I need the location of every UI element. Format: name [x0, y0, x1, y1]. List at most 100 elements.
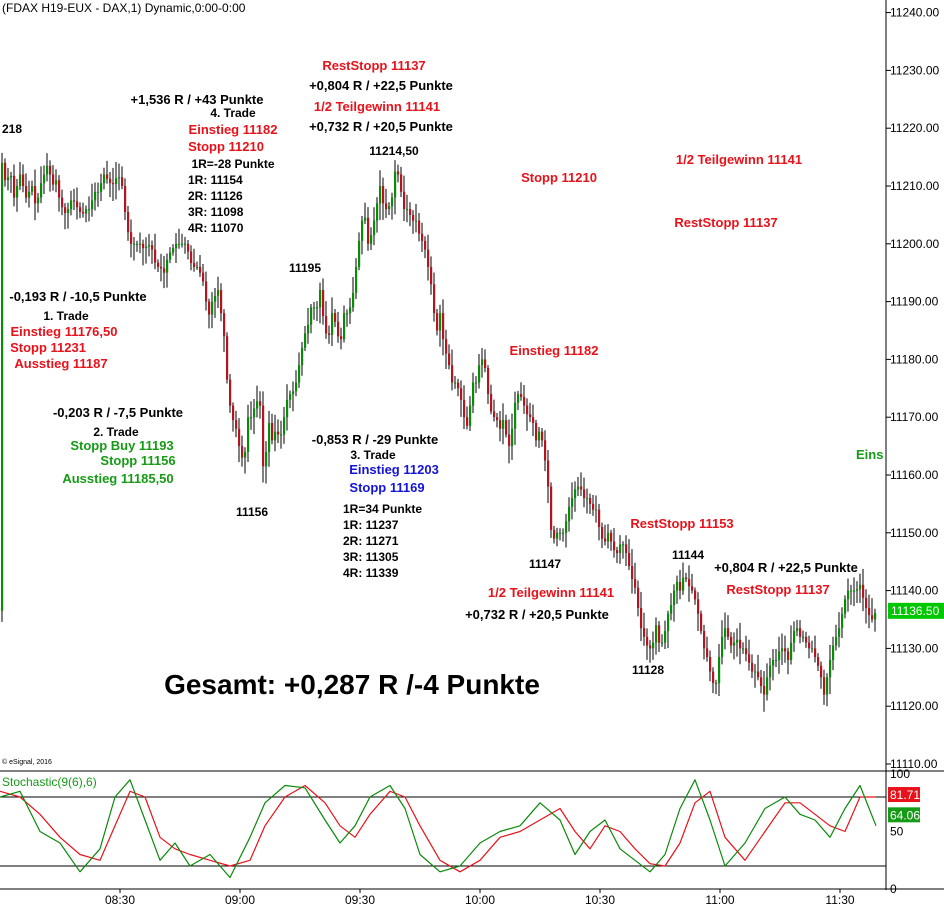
- chart-annotation: 11214,50: [369, 144, 419, 158]
- candle-body: [268, 422, 271, 452]
- candle-body: [544, 440, 547, 461]
- candle-body: [328, 333, 331, 335]
- chart-annotation: RestStopp 11137: [322, 58, 425, 73]
- candle-body: [664, 631, 667, 643]
- candle-body: [28, 191, 31, 198]
- candle-body: [700, 613, 703, 632]
- chart-annotation: 2. Trade: [93, 425, 139, 439]
- candle-body: [109, 178, 112, 184]
- candle-body: [121, 177, 124, 186]
- price-tick-label: 11240.00: [890, 6, 939, 20]
- chart-annotation: 3R: 11305: [343, 550, 399, 564]
- candle-body: [874, 612, 877, 620]
- candle-body: [454, 382, 457, 384]
- candle-body: [814, 648, 817, 658]
- candle-body: [616, 550, 619, 554]
- candle-body: [343, 313, 346, 340]
- candle-body: [529, 414, 532, 418]
- candle-body: [370, 235, 373, 244]
- candle-body: [394, 171, 397, 198]
- candle-body: [847, 590, 850, 600]
- candle-body: [841, 613, 844, 629]
- candle-body: [253, 408, 256, 418]
- candle-body: [298, 365, 301, 383]
- chart-annotation: 11147: [529, 557, 561, 571]
- candle-body: [595, 509, 598, 511]
- candle-body: [235, 420, 238, 429]
- candle-body: [613, 541, 616, 551]
- candle-body: [682, 577, 685, 591]
- candle-body: [184, 243, 187, 245]
- candle-body: [733, 642, 736, 646]
- candle-body: [448, 353, 451, 366]
- candle-body: [628, 553, 631, 567]
- candle-body: [805, 636, 808, 643]
- chart-annotation: 4. Trade: [210, 106, 256, 120]
- candle-body: [631, 566, 634, 580]
- candle-body: [802, 636, 805, 638]
- candle-body: [442, 313, 445, 340]
- chart-annotation: +0,732 R / +20,5 Punkte: [309, 119, 453, 134]
- chart-annotation: 1R: 11154: [188, 173, 243, 187]
- chart-annotation: 2R: 11271: [343, 534, 399, 548]
- chart-annotation: Einstieg 11182: [189, 122, 278, 137]
- candle-body: [604, 538, 607, 542]
- candle-body: [772, 659, 775, 666]
- candle-body: [61, 197, 64, 208]
- candle-body: [634, 579, 637, 588]
- candle-body: [295, 382, 298, 392]
- candle-body: [202, 272, 205, 282]
- candle-body: [541, 431, 544, 441]
- chart-annotation: +0,732 R / +20,5 Punkte: [465, 607, 609, 622]
- candle-body: [574, 489, 577, 499]
- stoch-tick-label: 50: [890, 825, 904, 839]
- chart-annotation: 2R: 11126: [188, 189, 243, 203]
- candle-body: [679, 581, 682, 591]
- candle-body: [367, 217, 370, 244]
- candle-body: [712, 671, 715, 684]
- candle-body: [223, 313, 226, 337]
- candle-body: [451, 365, 454, 383]
- chart-annotation: Stopp 11231: [10, 340, 86, 355]
- candle-body: [676, 581, 679, 591]
- candle-body: [757, 671, 760, 678]
- candle-body: [826, 677, 829, 695]
- candle-body: [688, 579, 691, 587]
- candle-body: [727, 628, 730, 637]
- candle-body: [409, 209, 412, 215]
- candle-body: [322, 290, 325, 317]
- chart-annotation: -0,853 R / -29 Punkte: [312, 432, 438, 447]
- candle-body: [577, 486, 580, 490]
- candle-body: [178, 243, 181, 245]
- chart-annotation: 4R: 11339: [343, 566, 399, 580]
- candle-body: [532, 417, 535, 423]
- candle-body: [748, 654, 751, 663]
- chart-annotation: -0,203 R / -7,5 Punkte: [53, 405, 183, 420]
- candle-body: [307, 324, 310, 334]
- candle-body: [19, 174, 22, 186]
- stoch-k-value: 64.06: [890, 808, 920, 822]
- candle-body: [355, 266, 358, 293]
- candle-body: [808, 642, 811, 649]
- chart-annotation: 1/2 Teilgewinn 11141: [676, 152, 802, 167]
- candle-body: [706, 648, 709, 658]
- time-tick-label: 10:00: [465, 893, 495, 907]
- candle-body: [43, 174, 46, 184]
- chart-annotation: 11195: [289, 261, 321, 275]
- candle-body: [55, 180, 58, 185]
- candle-body: [718, 657, 721, 684]
- price-tick-label: 11120.00: [890, 699, 939, 713]
- candle-body: [655, 625, 658, 643]
- chart-annotation: Eins: [856, 447, 883, 462]
- candle-body: [571, 498, 574, 507]
- stoch-d-line: [0, 784, 876, 873]
- candle-body: [199, 266, 202, 273]
- price-tick-label: 11150.00: [890, 526, 939, 540]
- candle-body: [580, 486, 583, 490]
- candle-body: [487, 368, 490, 395]
- candle-body: [694, 590, 697, 600]
- price-tick-label: 11210.00: [890, 179, 939, 193]
- candle-body: [502, 420, 505, 429]
- candle-body: [334, 313, 337, 322]
